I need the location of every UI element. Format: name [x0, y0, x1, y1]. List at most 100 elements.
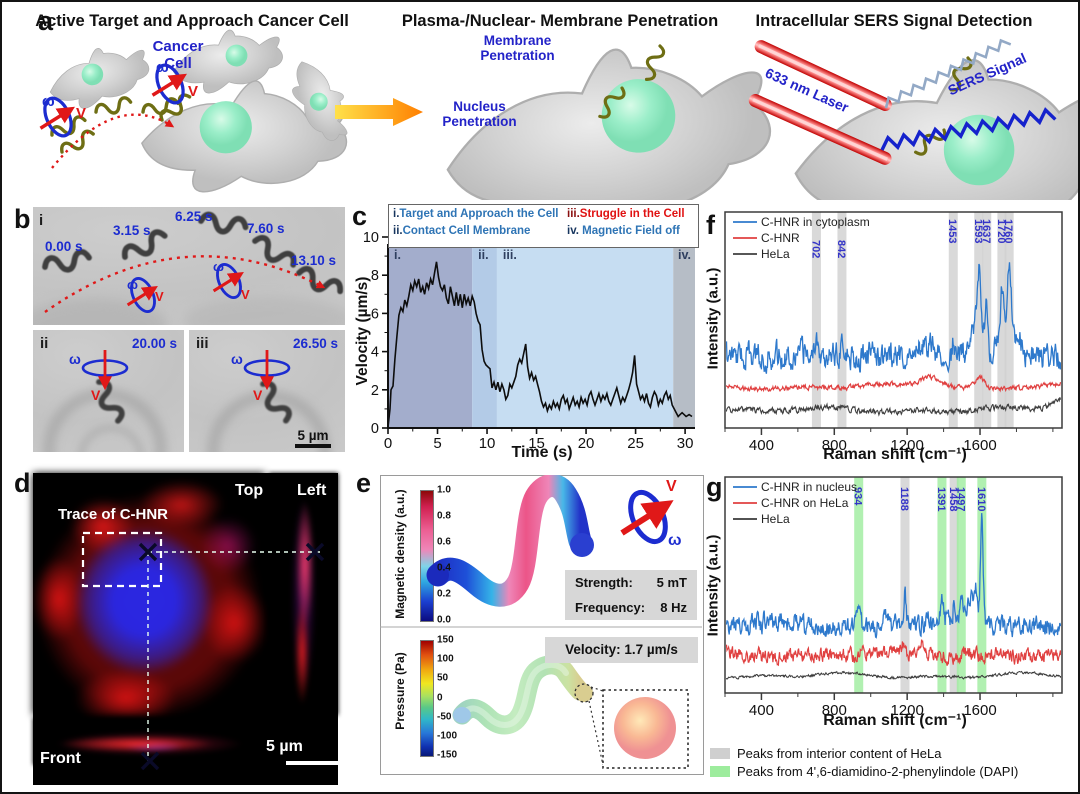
- svg-text:ω: ω: [231, 351, 243, 367]
- peak-label: 1637: [980, 219, 992, 243]
- svg-text:ω: ω: [42, 93, 55, 110]
- svg-text:ω: ω: [213, 259, 224, 274]
- peak-label: 1391: [935, 487, 947, 511]
- timestamp: 3.15 s: [113, 223, 151, 238]
- colorbar-tick-label: 0.0: [437, 614, 451, 626]
- colorbar-tick-label: -150: [437, 749, 458, 761]
- x-tick-label: 400: [749, 437, 774, 454]
- f-y-axis-title: Intensity (a.u.): [704, 267, 722, 370]
- highlight-band: [937, 477, 947, 693]
- highlight-band: [982, 212, 992, 428]
- legend-item: ii.Contact Cell Membrane: [393, 225, 531, 237]
- c-x-axis-title: Time (s): [511, 444, 573, 461]
- field-params-box: Strength: 5 mT Frequency: 8 Hz: [565, 570, 697, 620]
- highlight-band: [1004, 212, 1014, 428]
- param-key: Frequency:: [575, 600, 646, 615]
- svg-text:V: V: [666, 478, 677, 495]
- laser-beam-icon: [748, 94, 892, 165]
- sers-wave-icon: [884, 38, 1012, 109]
- panel-label-f: f: [706, 210, 715, 240]
- highlight-band: [854, 477, 864, 693]
- y-tick-label: 2: [371, 383, 379, 399]
- peak-label: 1610: [975, 487, 987, 511]
- region-label: i.: [394, 248, 401, 262]
- simulation-illustration: V ω: [380, 475, 702, 769]
- spectrum-curve: [726, 262, 1061, 374]
- peak-label: 702: [809, 240, 821, 258]
- pressure-colorbar: [420, 640, 434, 757]
- colorbar-tick-label: 0.8: [437, 510, 451, 522]
- panel-label-b: b: [14, 204, 31, 234]
- x-tick-label: 400: [749, 702, 774, 719]
- x-tick-label: 1600: [963, 702, 996, 719]
- timestamp: 0.00 s: [45, 239, 83, 254]
- legend-item: iii.Struggle in the Cell: [567, 208, 685, 220]
- phase-region: [388, 246, 473, 428]
- x-tick-label: 10: [479, 435, 496, 452]
- panel-d-fluorescence: d Top Left Front Trace of C-HNR 5 µm: [0, 460, 352, 794]
- microscopy-frame-i: ω V ω V 0.00 s 3.15 s 6.25 s 7.60 s 13.1…: [33, 207, 345, 325]
- legend-label: HeLa: [761, 247, 790, 261]
- colorbar-tick-label: 100: [437, 653, 454, 665]
- x-tick-label: 1600: [963, 437, 996, 454]
- colorbar-tick-label: 0.2: [437, 588, 451, 600]
- crosshair-marker: [138, 542, 325, 771]
- panel-e-simulation: e Magnetic density (a.u.) Pressure (Pa) …: [355, 460, 705, 794]
- colorbar-tick-label: 0: [437, 692, 443, 703]
- spectrum-curve: [726, 397, 1061, 417]
- region-label: iv.: [678, 248, 691, 262]
- svg-text:V: V: [188, 83, 198, 100]
- highlight-band: [948, 212, 958, 428]
- y-tick-label: 6: [371, 306, 379, 322]
- x-tick-label: 800: [822, 702, 847, 719]
- colorbar-tick-label: 50: [437, 672, 449, 684]
- trace-label: Trace of C-HNR: [58, 506, 169, 523]
- view-label-front: Front: [40, 750, 81, 767]
- colorbar-tick-label: 0.4: [437, 562, 451, 574]
- svg-text:V: V: [253, 387, 263, 403]
- svg-text:ω: ω: [156, 59, 169, 76]
- frame-label: ii: [40, 335, 48, 352]
- frame-label: i: [39, 212, 43, 229]
- phase-region: [472, 246, 497, 428]
- g-x-axis-title: Raman shift (cm⁻¹): [823, 712, 967, 729]
- band-legend-gray: Peaks from interior content of HeLa: [710, 746, 942, 761]
- g-y-axis-title: Intensity (a.u.): [704, 534, 722, 637]
- trace-box: [81, 531, 163, 588]
- velocity-curve: [387, 261, 693, 428]
- spectrum-curve: [726, 639, 1061, 667]
- panel-f-raman-chart: f Intensity (a.u.) 702 842 1453 1593 1637 172…: [700, 198, 1080, 463]
- schematic-illustration: ω V ω V: [0, 26, 1080, 200]
- velocity-chart: i. ii. iii. iv. 0 5 10 15 20 25 30 0 2 4 6 8 10: [363, 230, 695, 452]
- panel-label-g: g: [706, 472, 723, 502]
- timestamp: 20.00 s: [132, 336, 177, 351]
- peak-label: 1593: [972, 219, 984, 243]
- scale-bar-label: 5 µm: [297, 428, 328, 443]
- scale-bar: [286, 761, 338, 765]
- microscopy-frame-ii: ω V ii 20.00 s: [33, 330, 184, 452]
- legend-label: C-HNR in cytoplasm: [761, 215, 870, 229]
- scale-bar: [295, 444, 331, 448]
- peak-label: 842: [835, 240, 847, 258]
- peak-label: 1760: [1002, 219, 1014, 243]
- svg-text:V: V: [91, 387, 101, 403]
- magnetic-colorbar: [420, 490, 434, 622]
- param-value: 5 mT: [656, 575, 687, 590]
- param-value: 8 Hz: [660, 600, 687, 615]
- y-tick-label: 10: [363, 230, 379, 246]
- highlight-band: [949, 477, 959, 693]
- svg-text:ω: ω: [127, 277, 138, 292]
- timestamp: 13.10 s: [291, 253, 336, 268]
- highlight-band: [974, 212, 984, 428]
- peak-label: 1188: [898, 487, 910, 511]
- x-tick-label: 1200: [890, 702, 923, 719]
- confocal-image: [33, 473, 338, 785]
- legend-label: C-HNR: [761, 231, 800, 245]
- colorbar-tick-label: -50: [437, 711, 452, 723]
- svg-text:ω: ω: [69, 351, 81, 367]
- peak-label: 1458: [947, 487, 959, 511]
- x-tick-label: 0: [384, 435, 392, 452]
- panel-label-a: a: [38, 6, 54, 36]
- svg-text:V: V: [76, 105, 86, 122]
- param-key: Strength:: [575, 575, 633, 590]
